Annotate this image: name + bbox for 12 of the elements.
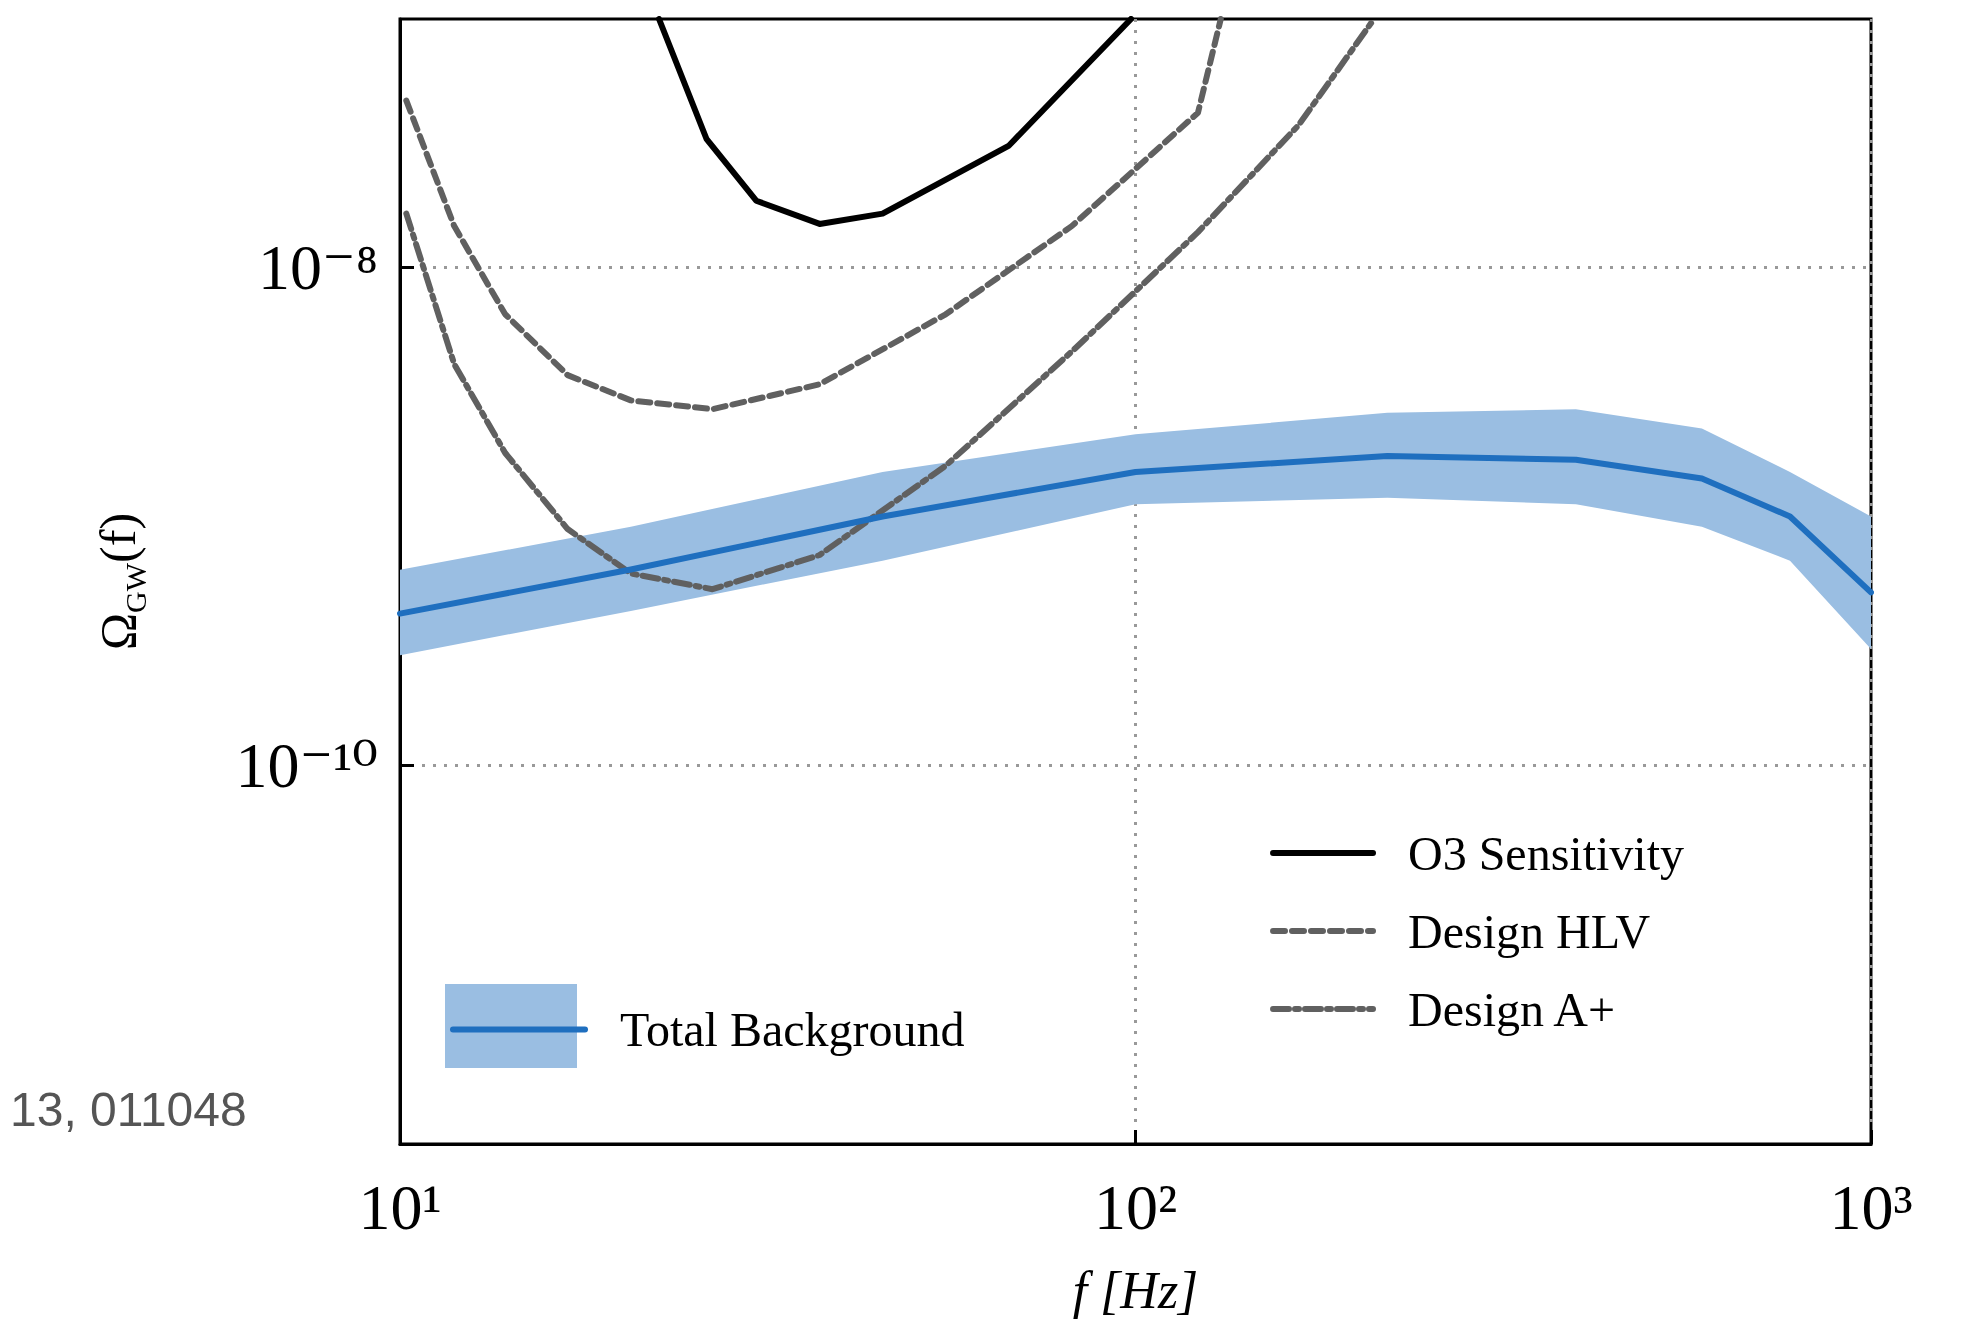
text: 13, 011048 (10, 1082, 247, 1136)
y-axis-title: ΩGW(f) (89, 512, 152, 651)
x-tick-label: 10¹ (358, 1172, 442, 1244)
legend-label: Total Background (620, 1002, 965, 1056)
x-tick-label: 10² (1093, 1172, 1178, 1244)
y-tick-label: 10⁻¹⁰ (235, 729, 378, 801)
legend-label: O3 Sensitivity (1408, 826, 1685, 880)
y-tick-label: 10⁻⁸ (257, 232, 378, 304)
x-tick-label: 10³ (1829, 1172, 1913, 1244)
x-axis-title: f [Hz] (1072, 1261, 1199, 1319)
legend-label: Design HLV (1408, 904, 1651, 958)
legend-label: Design A+ (1408, 982, 1616, 1036)
